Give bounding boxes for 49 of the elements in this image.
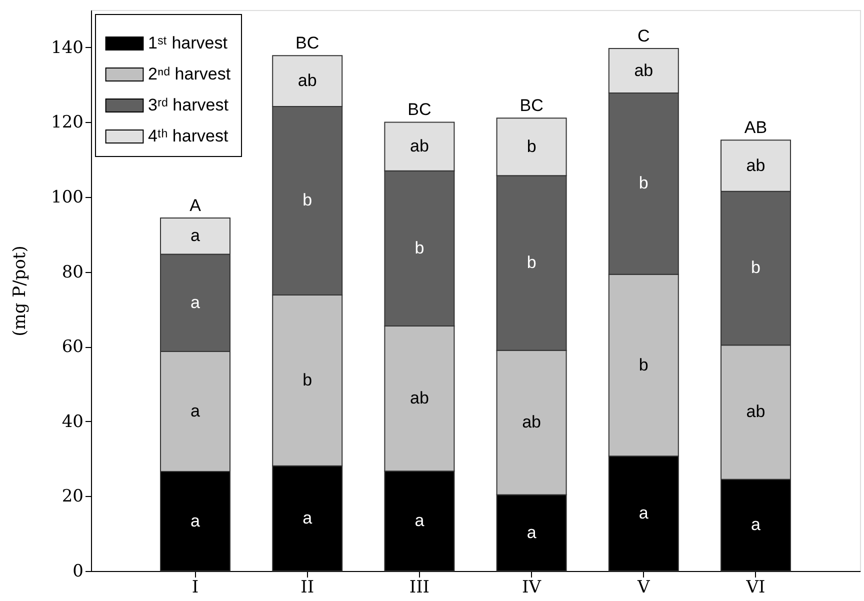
- legend-label: 2ⁿᵈ harvest: [148, 64, 231, 84]
- data-label: b: [302, 190, 312, 210]
- legend-label: 4ᵗʰ harvest: [148, 126, 228, 146]
- data-label: a: [190, 401, 201, 420]
- legend-label: 1ˢᵗ harvest: [148, 34, 228, 52]
- data-label: a: [190, 292, 201, 312]
- y-tick-label: 0: [72, 562, 84, 582]
- y-tick-label: 140: [51, 38, 84, 58]
- data-label: ab: [746, 156, 766, 175]
- x-tick-label: VI: [745, 578, 766, 598]
- data-label: b: [526, 253, 536, 272]
- data-label: a: [302, 508, 313, 528]
- x-tick-label: IV: [522, 578, 542, 598]
- y-tick-label: 60: [62, 337, 84, 358]
- x-tick-label: V: [636, 578, 651, 598]
- y-tick-label: 100: [51, 188, 84, 208]
- y-tick-label: 20: [62, 486, 84, 507]
- total-label: BC: [296, 34, 320, 53]
- x-tick-label: I: [192, 578, 199, 598]
- total-label: AB: [744, 118, 768, 138]
- data-label: a: [751, 515, 762, 534]
- total-label: BC: [520, 96, 544, 116]
- data-label: ab: [634, 60, 654, 80]
- data-label: a: [526, 522, 537, 542]
- data-label: ab: [410, 136, 429, 156]
- data-label: a: [190, 226, 201, 246]
- total-label: BC: [408, 100, 432, 120]
- data-label: b: [302, 370, 312, 390]
- data-label: b: [638, 355, 648, 374]
- y-tick-label: 120: [51, 112, 84, 133]
- total-label: A: [190, 196, 202, 215]
- data-label: b: [638, 174, 648, 193]
- data-label: b: [526, 136, 536, 156]
- data-label: ab: [298, 71, 317, 90]
- y-axis-title: (mg P/pot): [10, 246, 30, 336]
- data-label: a: [414, 511, 425, 530]
- legend-label: 3ʳᵈ harvest: [148, 96, 229, 114]
- data-label: a: [190, 511, 201, 530]
- data-label: ab: [522, 412, 542, 432]
- data-label: ab: [410, 388, 429, 408]
- data-label: ab: [746, 402, 766, 422]
- data-label: b: [751, 258, 760, 278]
- x-tick-label: III: [409, 578, 430, 598]
- y-tick-label: 80: [62, 262, 84, 282]
- data-label: a: [638, 504, 649, 523]
- y-tick-label: 40: [62, 412, 84, 432]
- data-label: b: [414, 238, 424, 258]
- x-tick-label: II: [300, 578, 314, 598]
- total-label: C: [638, 26, 650, 46]
